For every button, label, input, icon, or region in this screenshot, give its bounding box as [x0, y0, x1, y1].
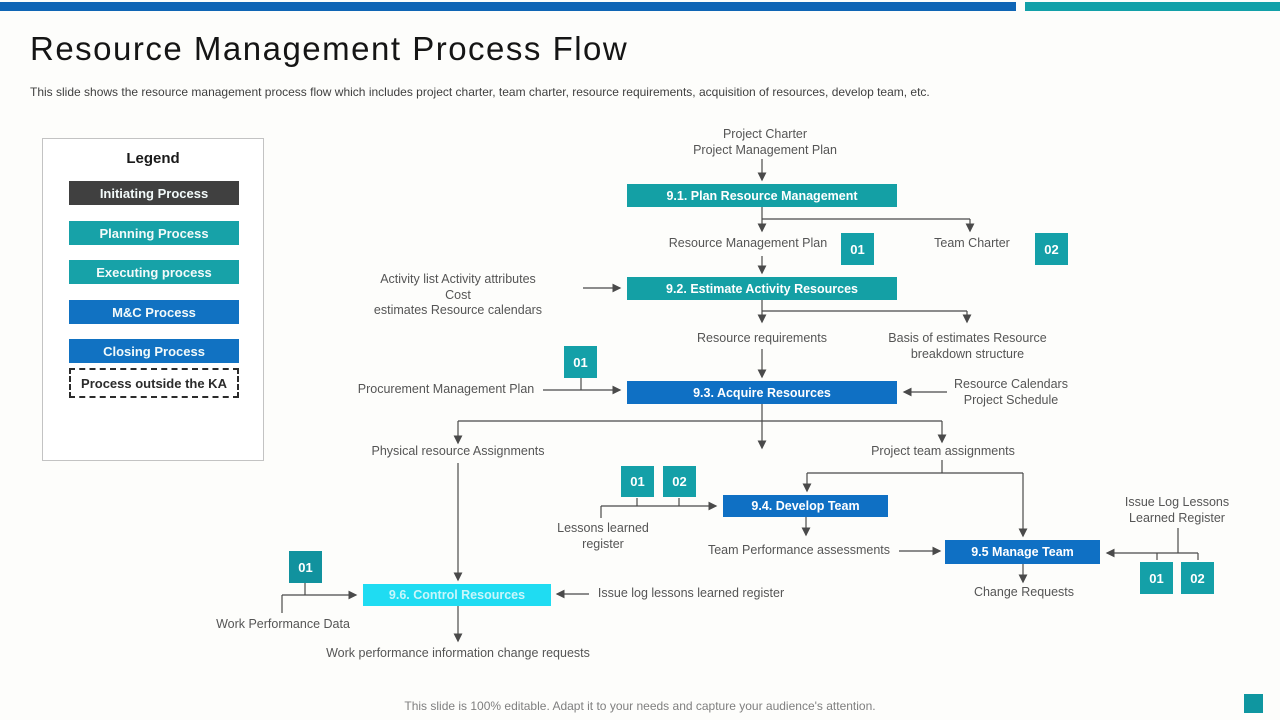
label-physical-resource-assignments: Physical resource Assignments: [371, 444, 545, 458]
legend-title: Legend: [126, 150, 180, 167]
legend-item-executing: Executing process: [69, 260, 239, 284]
label-procurement-management-plan: Procurement Management Plan: [357, 382, 535, 396]
label-project-team-assignments: Project team assignments: [871, 444, 1015, 458]
legend-panel: Legend Initiating Process Planning Proce…: [42, 138, 264, 461]
badge-issue-log-01: 01: [1140, 562, 1173, 594]
label-resource-requirements: Resource requirements: [697, 331, 827, 345]
top-accent-bar-teal: [1025, 2, 1280, 11]
label-issue-log-lessons-learned: Issue log lessons learned register: [597, 586, 785, 600]
badge-lessons-02: 02: [663, 466, 696, 497]
label-project-charter: Project Charter Project Management Plan: [693, 127, 837, 157]
page-subtitle: This slide shows the resource management…: [30, 85, 930, 99]
process-box-9-3: 9.3. Acquire Resources: [627, 381, 897, 404]
badge-lessons-01: 01: [621, 466, 654, 497]
label-work-performance-data: Work Performance Data: [216, 617, 350, 631]
badge-procurement-01: 01: [564, 346, 597, 378]
legend-item-initiating: Initiating Process: [69, 181, 239, 205]
page-title: Resource Management Process Flow: [30, 30, 629, 67]
label-resource-calendars: Resource Calendars Project Schedule: [954, 377, 1068, 407]
process-box-9-1: 9.1. Plan Resource Management: [627, 184, 897, 207]
label-team-charter: Team Charter: [934, 236, 1010, 250]
badge-work-performance-01: 01: [289, 551, 322, 583]
process-box-9-6: 9.6. Control Resources: [363, 584, 551, 606]
badge-issue-log-02: 02: [1181, 562, 1214, 594]
footer-note: This slide is 100% editable. Adapt it to…: [404, 699, 876, 713]
process-box-9-5: 9.5 Manage Team: [945, 540, 1100, 564]
label-basis-of-estimates: Basis of estimates Resource breakdown st…: [888, 331, 1047, 361]
label-lessons-learned-register: Lessons learned register: [557, 521, 649, 551]
legend-item-outside-ka: Process outside the KA: [69, 368, 239, 398]
legend-item-closing: Closing Process: [69, 339, 239, 363]
process-box-9-2: 9.2. Estimate Activity Resources: [627, 277, 897, 300]
label-issue-log-lessons-learned-register: Issue Log Lessons Learned Register: [1124, 495, 1230, 525]
label-team-performance-assessments: Team Performance assessments: [707, 543, 890, 557]
legend-item-planning: Planning Process: [69, 221, 239, 245]
label-resource-management-plan: Resource Management Plan: [668, 236, 828, 250]
top-accent-bar-blue: [0, 2, 1016, 11]
badge-team-charter-02: 02: [1035, 233, 1068, 265]
label-activity-list: Activity list Activity attributes Cost e…: [373, 272, 543, 318]
legend-item-mc: M&C Process: [69, 300, 239, 324]
label-change-requests: Change Requests: [973, 585, 1075, 599]
badge-resource-mgmt-plan-01: 01: [841, 233, 874, 265]
process-box-9-4: 9.4. Develop Team: [723, 495, 888, 517]
footer-accent-square: [1244, 694, 1263, 713]
label-work-performance-information: Work performance information change requ…: [326, 646, 590, 660]
